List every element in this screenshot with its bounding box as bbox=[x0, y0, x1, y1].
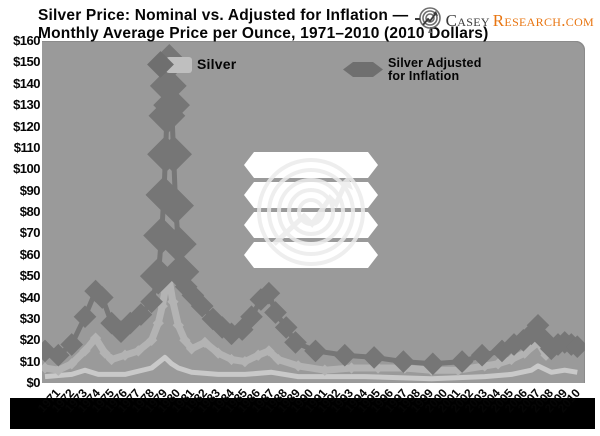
data-point-diamond bbox=[257, 281, 281, 305]
data-point-diamond bbox=[263, 345, 275, 357]
logo-text-research: Research.com bbox=[492, 11, 594, 30]
legend-diamond-marker-icon bbox=[147, 51, 174, 78]
chart-title-line1: Silver Price: Nominal vs. Adjusted for I… bbox=[38, 7, 409, 24]
chart-series-canvas bbox=[42, 44, 585, 382]
data-point-diamond bbox=[212, 347, 224, 359]
chart-title: Silver Price: Nominal vs. Adjusted for I… bbox=[38, 7, 489, 43]
casey-watermark bbox=[244, 152, 378, 274]
legend-label-adjusted-silver: Silver Adjusted for Inflation bbox=[388, 57, 482, 82]
y-axis-tick-label: $150 bbox=[13, 54, 40, 70]
data-point-diamond bbox=[392, 350, 415, 373]
legend-line-swatch bbox=[166, 56, 192, 73]
legend-item-adjusted-silver[interactable]: Silver Adjusted for Inflation bbox=[343, 57, 482, 82]
data-point-diamond bbox=[362, 346, 386, 369]
legend-line-diamond-marker-icon bbox=[343, 62, 383, 77]
plot-area bbox=[42, 41, 585, 383]
data-point-diamond bbox=[145, 334, 158, 346]
y-axis-tick-label: $10 bbox=[19, 353, 41, 369]
data-point-diamond bbox=[519, 347, 531, 359]
y-axis-tick-label: $130 bbox=[13, 97, 40, 113]
x-axis-label-band bbox=[10, 398, 595, 429]
casey-research-logo[interactable]: Casey Research.com bbox=[414, 6, 594, 36]
watermark-bullseye-icon bbox=[257, 158, 365, 266]
series-line bbox=[44, 354, 578, 382]
data-point-diamond bbox=[252, 349, 264, 361]
data-point-diamond bbox=[199, 336, 211, 349]
y-axis-tick-label: $20 bbox=[19, 332, 41, 348]
y-axis-tick-label: $30 bbox=[19, 310, 41, 326]
data-point-diamond bbox=[565, 335, 585, 359]
data-point-diamond bbox=[272, 353, 284, 366]
data-point-diamond bbox=[292, 360, 304, 372]
data-point-diamond bbox=[140, 290, 163, 314]
watermark-bar bbox=[244, 152, 378, 178]
y-axis-tick-label: $120 bbox=[13, 118, 40, 134]
legend-label-line1: Silver Adjusted bbox=[388, 56, 482, 70]
data-point-diamond bbox=[470, 343, 494, 367]
data-point-diamond bbox=[159, 225, 197, 263]
y-axis-tick-label: $80 bbox=[19, 204, 41, 219]
y-axis-tick-label: $90 bbox=[19, 182, 41, 198]
data-point-diamond bbox=[179, 334, 191, 346]
legend-label-silver: Silver bbox=[197, 56, 237, 73]
data-point-diamond bbox=[505, 353, 518, 366]
y-axis-tick-label: $50 bbox=[19, 268, 41, 284]
data-point-diamond bbox=[333, 343, 357, 367]
data-point-diamond bbox=[345, 362, 358, 374]
data-point-diamond bbox=[185, 343, 198, 355]
y-axis-tick-label: $70 bbox=[19, 225, 41, 241]
logo-text-casey: Casey bbox=[445, 11, 490, 30]
y-axis-tick-label: $140 bbox=[13, 75, 40, 91]
y-axis-tick-label: $40 bbox=[19, 289, 41, 305]
data-point-diamond bbox=[167, 296, 179, 308]
chart-title-line2: Monthly Average Price per Ounce, 1971–20… bbox=[38, 25, 489, 42]
y-axis-tick-label: $100 bbox=[13, 161, 40, 177]
data-point-diamond bbox=[129, 303, 153, 326]
data-point-diamond bbox=[225, 353, 238, 366]
data-point-diamond bbox=[304, 339, 327, 363]
legend-label-line2: for Inflation bbox=[388, 68, 460, 83]
legend-item-silver[interactable]: Silver bbox=[147, 51, 237, 78]
data-point-diamond bbox=[450, 350, 474, 373]
data-point-diamond bbox=[145, 176, 183, 214]
y-axis-tick-label: $110 bbox=[13, 139, 41, 155]
data-point-diamond bbox=[421, 352, 445, 376]
bullseye-logo-icon bbox=[414, 7, 441, 33]
y-axis-tick-label: $60 bbox=[19, 246, 41, 262]
data-point-diamond bbox=[274, 316, 298, 339]
data-point-diamond bbox=[319, 364, 331, 376]
data-point-diamond bbox=[172, 319, 184, 331]
y-axis-tick-label: $0 bbox=[26, 375, 41, 390]
data-point-diamond bbox=[239, 355, 251, 368]
data-point-diamond bbox=[73, 305, 97, 329]
data-point-diamond bbox=[153, 86, 190, 124]
y-axis-tick-label: $160 bbox=[13, 33, 40, 48]
